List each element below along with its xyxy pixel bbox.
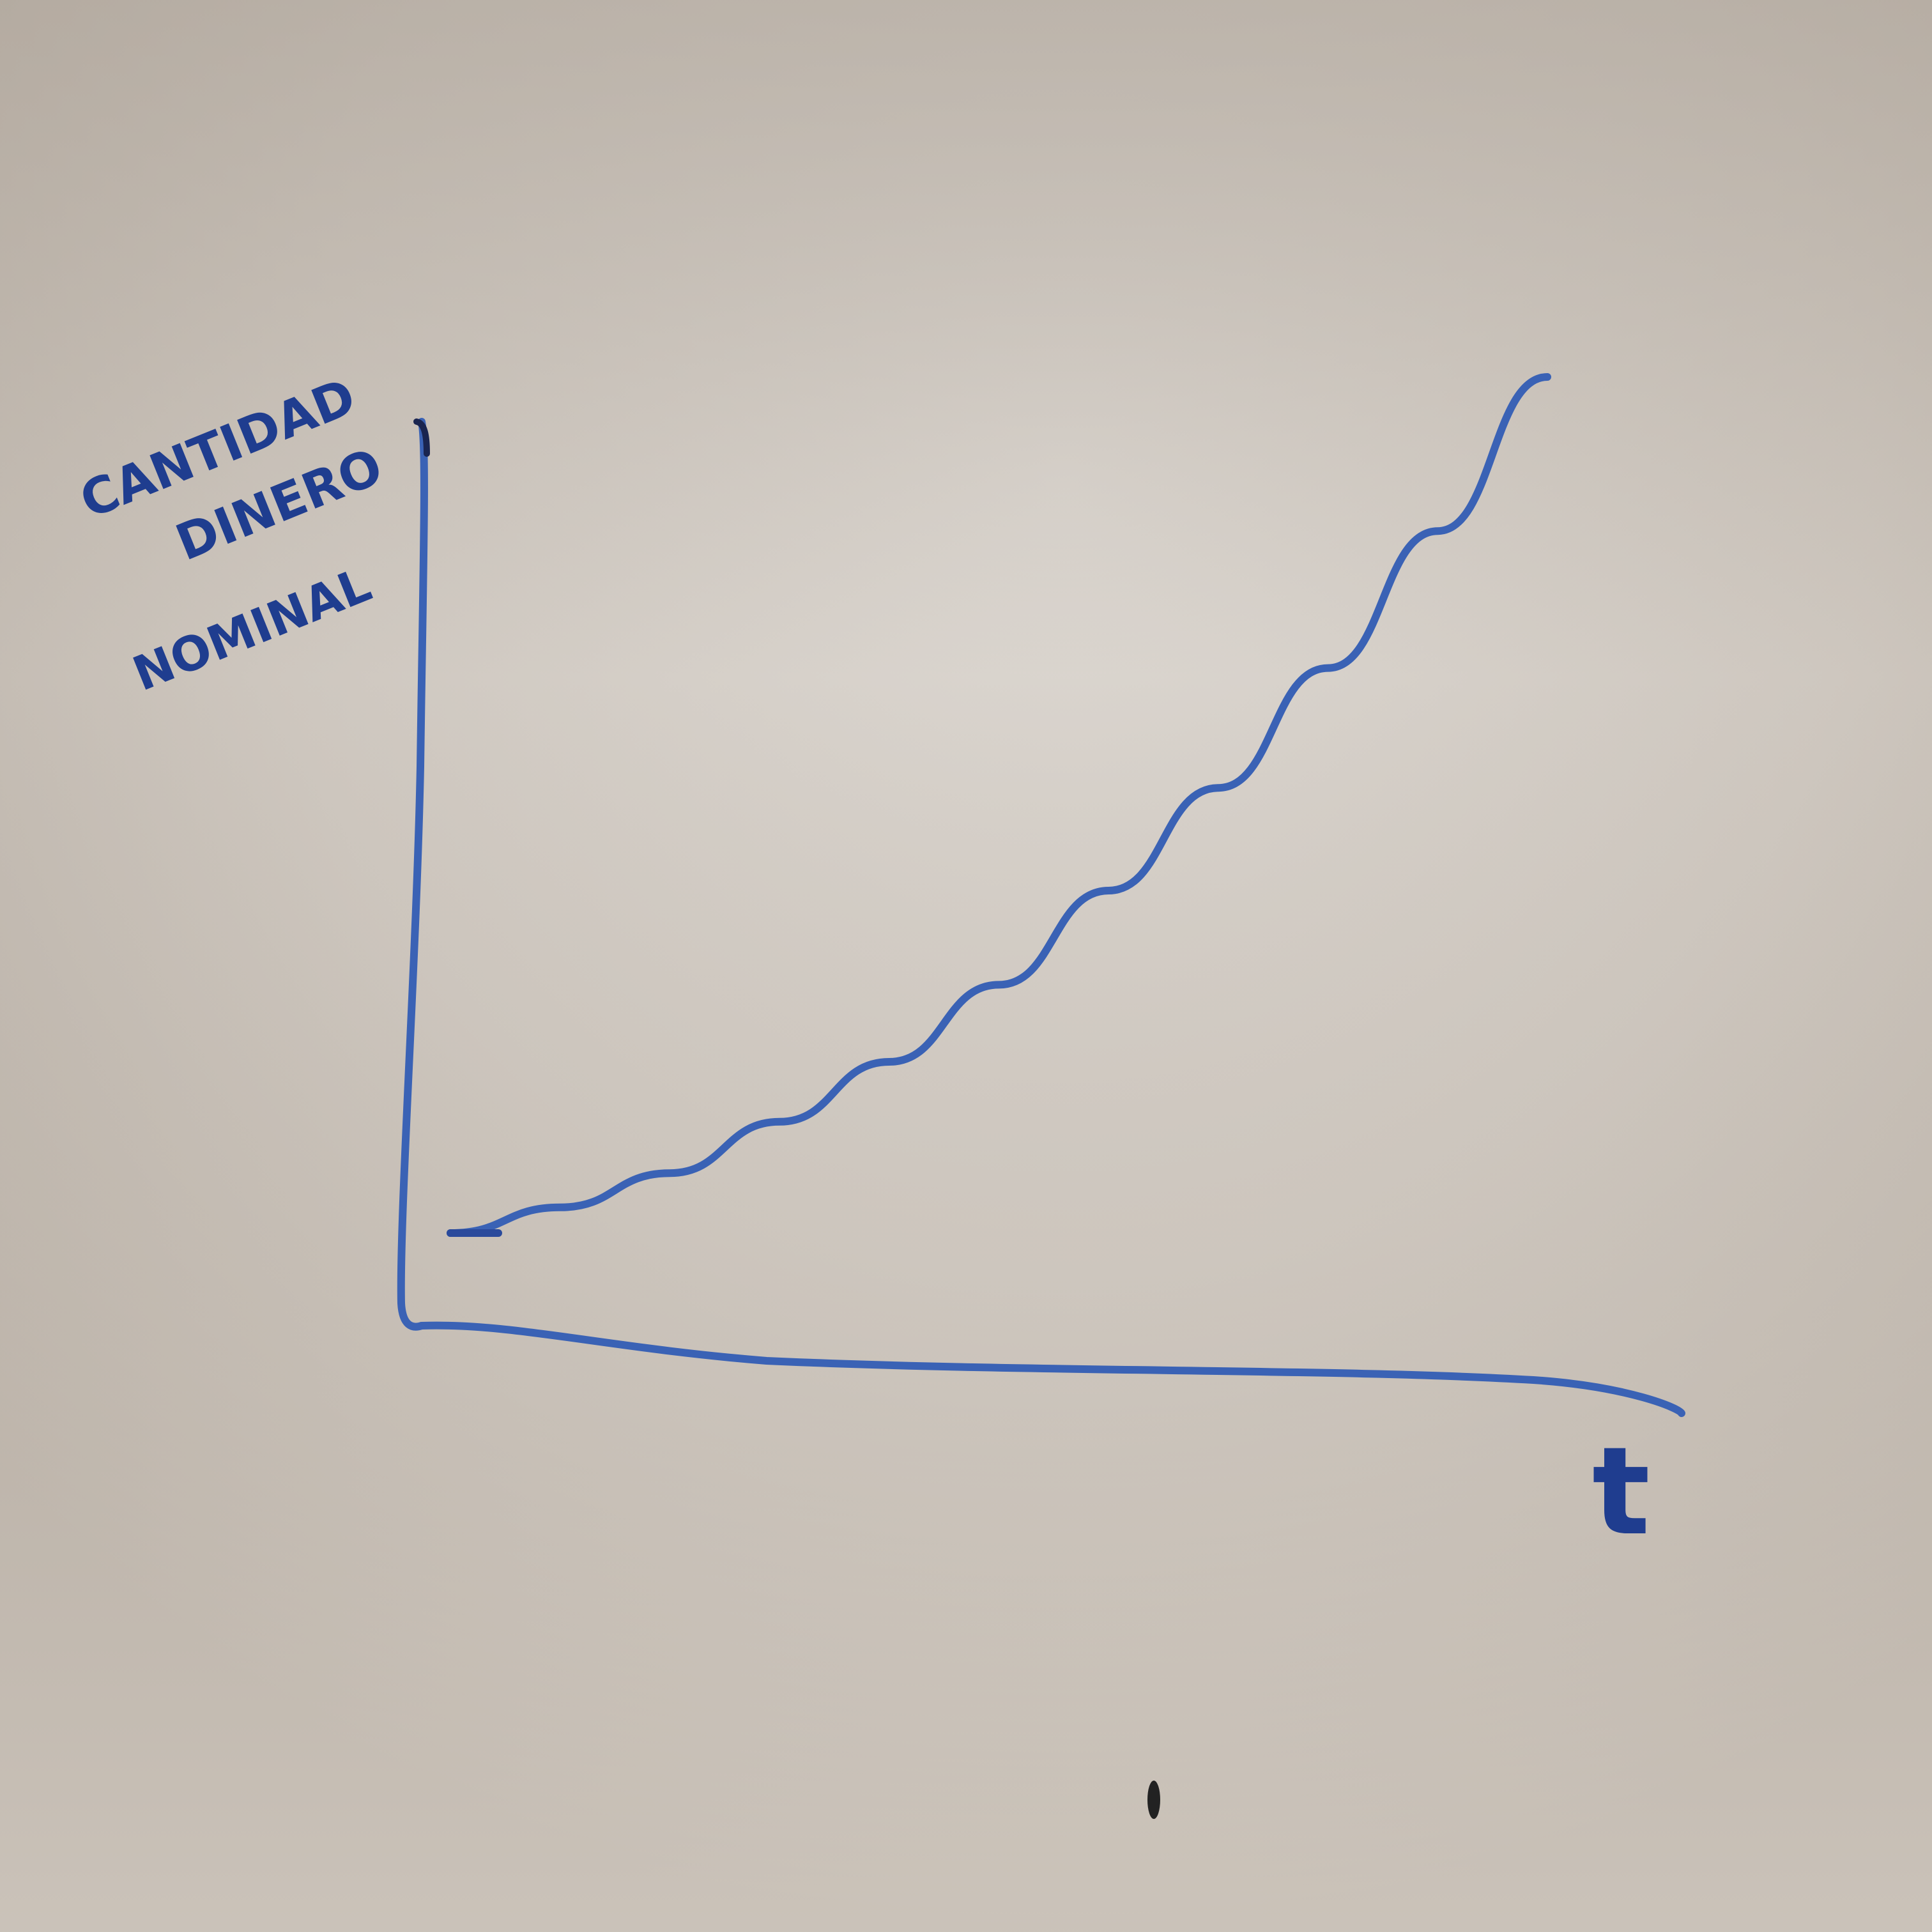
x-axis-line	[418, 1321, 1685, 1417]
x-axis-label: t	[1592, 1421, 1650, 1562]
y-axis-line	[397, 418, 428, 1331]
y-axis-label-line-3: NOMINAL	[126, 557, 379, 702]
marker-smudge	[1147, 1781, 1160, 1819]
y-axis-tip	[413, 418, 430, 457]
series-group	[447, 373, 1551, 1237]
series-line	[447, 373, 1551, 1237]
